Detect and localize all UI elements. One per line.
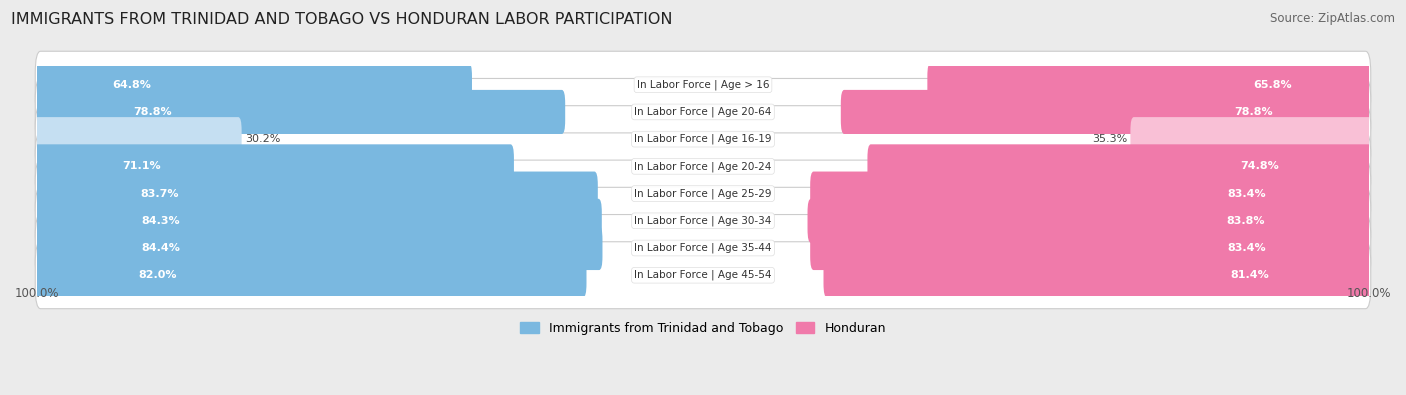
FancyBboxPatch shape [810, 226, 1372, 270]
Text: In Labor Force | Age 30-34: In Labor Force | Age 30-34 [634, 216, 772, 226]
Text: 83.4%: 83.4% [1227, 188, 1265, 199]
Text: 65.8%: 65.8% [1253, 80, 1292, 90]
FancyBboxPatch shape [35, 51, 1371, 118]
FancyBboxPatch shape [35, 79, 1371, 145]
Text: 84.4%: 84.4% [142, 243, 180, 253]
Text: In Labor Force | Age > 16: In Labor Force | Age > 16 [637, 79, 769, 90]
Text: Source: ZipAtlas.com: Source: ZipAtlas.com [1270, 12, 1395, 25]
Text: 84.3%: 84.3% [142, 216, 180, 226]
FancyBboxPatch shape [34, 253, 586, 297]
FancyBboxPatch shape [35, 242, 1371, 309]
FancyBboxPatch shape [928, 63, 1372, 107]
Text: 83.4%: 83.4% [1227, 243, 1265, 253]
Text: 30.2%: 30.2% [245, 134, 280, 144]
Text: 64.8%: 64.8% [112, 80, 152, 90]
FancyBboxPatch shape [34, 226, 603, 270]
Text: 71.1%: 71.1% [122, 162, 160, 171]
FancyBboxPatch shape [841, 90, 1372, 134]
FancyBboxPatch shape [34, 90, 565, 134]
Text: In Labor Force | Age 20-64: In Labor Force | Age 20-64 [634, 107, 772, 117]
FancyBboxPatch shape [35, 133, 1371, 200]
Text: 82.0%: 82.0% [138, 270, 177, 280]
FancyBboxPatch shape [34, 117, 242, 161]
FancyBboxPatch shape [807, 199, 1372, 243]
Text: 74.8%: 74.8% [1240, 162, 1278, 171]
FancyBboxPatch shape [34, 199, 602, 243]
Text: 100.0%: 100.0% [1347, 287, 1391, 300]
Text: In Labor Force | Age 25-29: In Labor Force | Age 25-29 [634, 188, 772, 199]
Text: In Labor Force | Age 16-19: In Labor Force | Age 16-19 [634, 134, 772, 145]
Text: 35.3%: 35.3% [1092, 134, 1128, 144]
Text: 83.8%: 83.8% [1227, 216, 1265, 226]
FancyBboxPatch shape [824, 253, 1372, 297]
FancyBboxPatch shape [35, 106, 1371, 173]
FancyBboxPatch shape [868, 144, 1372, 188]
Text: IMMIGRANTS FROM TRINIDAD AND TOBAGO VS HONDURAN LABOR PARTICIPATION: IMMIGRANTS FROM TRINIDAD AND TOBAGO VS H… [11, 12, 672, 27]
FancyBboxPatch shape [34, 144, 515, 188]
FancyBboxPatch shape [34, 171, 598, 216]
Text: In Labor Force | Age 35-44: In Labor Force | Age 35-44 [634, 243, 772, 253]
Text: 78.8%: 78.8% [1234, 107, 1272, 117]
FancyBboxPatch shape [35, 160, 1371, 227]
FancyBboxPatch shape [810, 171, 1372, 216]
FancyBboxPatch shape [35, 214, 1371, 282]
Text: 81.4%: 81.4% [1230, 270, 1268, 280]
Text: In Labor Force | Age 20-24: In Labor Force | Age 20-24 [634, 161, 772, 171]
Text: 100.0%: 100.0% [15, 287, 59, 300]
Legend: Immigrants from Trinidad and Tobago, Honduran: Immigrants from Trinidad and Tobago, Hon… [515, 317, 891, 340]
Text: 83.7%: 83.7% [141, 188, 179, 199]
FancyBboxPatch shape [34, 63, 472, 107]
Text: 78.8%: 78.8% [134, 107, 172, 117]
FancyBboxPatch shape [35, 187, 1371, 254]
Text: In Labor Force | Age 45-54: In Labor Force | Age 45-54 [634, 270, 772, 280]
FancyBboxPatch shape [1130, 117, 1372, 161]
